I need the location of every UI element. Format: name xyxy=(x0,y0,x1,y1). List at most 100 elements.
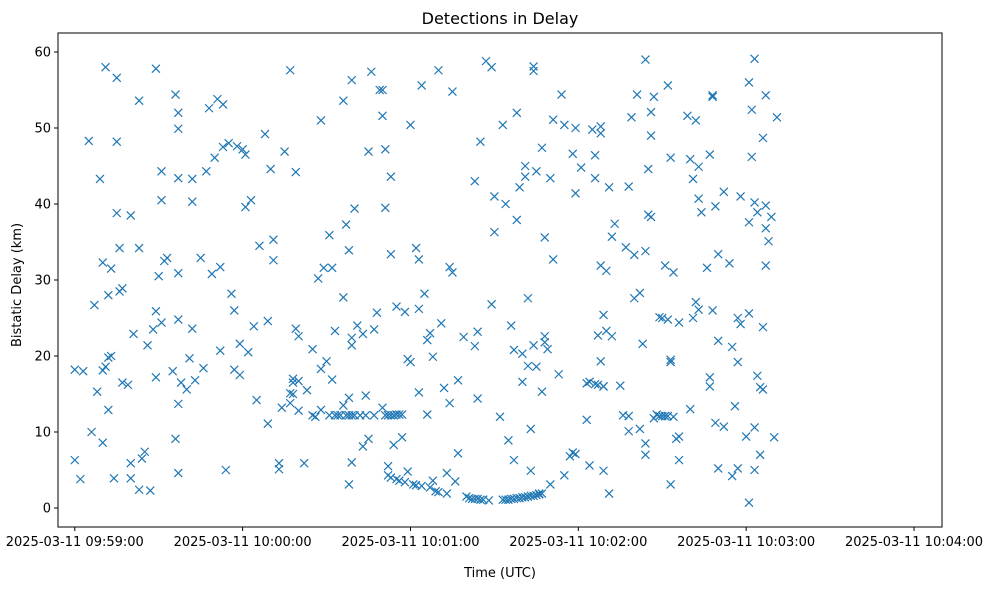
data-point xyxy=(655,312,664,322)
data-point xyxy=(316,115,326,125)
data-point xyxy=(112,208,122,218)
data-point xyxy=(252,395,262,405)
data-point xyxy=(243,347,253,357)
data-point xyxy=(106,264,116,274)
data-point xyxy=(585,377,594,387)
data-point xyxy=(148,324,158,334)
data-point xyxy=(523,361,533,371)
data-point xyxy=(417,81,427,90)
data-point xyxy=(509,455,519,465)
y-tick-label: 30 xyxy=(34,274,51,289)
data-point xyxy=(98,258,108,267)
data-point xyxy=(517,377,527,387)
data-point xyxy=(641,450,650,460)
data-point xyxy=(610,219,620,229)
data-point xyxy=(674,318,684,327)
data-point xyxy=(288,378,298,388)
data-point xyxy=(291,167,301,177)
data-point xyxy=(660,411,670,421)
data-point xyxy=(599,310,608,320)
data-point xyxy=(509,345,519,355)
y-axis: 0 10 20 30 40 50 60 xyxy=(34,46,58,517)
data-point xyxy=(288,389,298,399)
data-point xyxy=(414,388,424,397)
data-point xyxy=(683,111,692,121)
data-point xyxy=(750,54,759,64)
x-tick-label: 2025-03-11 10:02:00 xyxy=(509,535,647,550)
data-point xyxy=(235,370,245,380)
data-point xyxy=(545,173,555,183)
data-point xyxy=(705,381,715,391)
data-point xyxy=(227,289,236,299)
data-point xyxy=(294,406,304,416)
data-point xyxy=(445,262,455,272)
data-point xyxy=(450,476,460,486)
data-point xyxy=(406,357,415,367)
data-point xyxy=(669,412,678,422)
data-point xyxy=(666,480,676,489)
data-point xyxy=(568,448,578,457)
data-point xyxy=(708,305,718,315)
data-point xyxy=(708,90,718,100)
data-point xyxy=(638,339,648,349)
data-point xyxy=(473,394,483,403)
data-point xyxy=(590,150,600,160)
data-point xyxy=(173,399,183,409)
data-point xyxy=(694,162,704,172)
data-point xyxy=(733,313,743,323)
data-point xyxy=(173,124,183,134)
data-point xyxy=(330,326,340,336)
data-point xyxy=(386,249,396,259)
data-point xyxy=(386,473,396,483)
data-point xyxy=(137,454,147,464)
data-point xyxy=(375,85,385,95)
data-point xyxy=(772,112,782,122)
data-point xyxy=(235,339,245,349)
data-point xyxy=(347,75,357,85)
data-point xyxy=(744,77,754,87)
data-point xyxy=(431,486,441,496)
y-tick-label: 0 xyxy=(43,502,51,517)
y-tick-label: 50 xyxy=(34,122,51,137)
data-point xyxy=(229,305,239,315)
data-point xyxy=(187,197,197,207)
data-point xyxy=(453,375,463,385)
data-point xyxy=(593,380,603,390)
data-point xyxy=(439,383,449,393)
data-point xyxy=(657,313,667,323)
y-axis-label: Bistatic Delay (km) xyxy=(10,223,25,347)
data-point xyxy=(520,161,530,171)
data-point xyxy=(669,267,678,277)
data-point xyxy=(210,153,220,163)
data-point xyxy=(727,471,737,481)
data-point xyxy=(526,466,536,476)
data-point xyxy=(503,435,513,445)
data-point xyxy=(641,438,650,448)
data-point xyxy=(758,385,768,394)
x-axis: 2025-03-11 09:59:00 2025-03-11 10:00:00 20… xyxy=(6,527,983,550)
data-point xyxy=(705,372,715,382)
data-point xyxy=(344,245,354,255)
data-point xyxy=(291,324,301,334)
data-point xyxy=(389,440,399,450)
data-point xyxy=(294,376,304,386)
data-point xyxy=(769,432,779,442)
data-point xyxy=(151,64,161,74)
data-point xyxy=(84,136,94,146)
data-point xyxy=(663,81,673,90)
data-point xyxy=(173,108,183,118)
data-point xyxy=(103,405,113,415)
data-point xyxy=(576,163,586,172)
data-point xyxy=(70,455,80,465)
data-point xyxy=(422,410,432,419)
data-point xyxy=(764,236,773,246)
data-point xyxy=(103,353,113,362)
data-point xyxy=(103,290,113,300)
data-point xyxy=(260,129,270,139)
data-point xyxy=(635,288,645,298)
data-point xyxy=(383,461,393,471)
data-point xyxy=(604,489,614,498)
data-point xyxy=(624,426,634,436)
data-point xyxy=(529,62,538,71)
data-point xyxy=(761,261,771,270)
